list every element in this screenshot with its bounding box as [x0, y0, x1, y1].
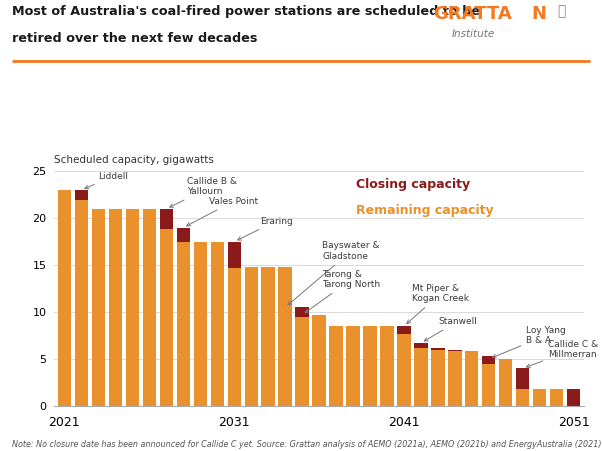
Text: retired over the next few decades: retired over the next few decades: [12, 32, 258, 45]
Bar: [397, 334, 411, 406]
Bar: [176, 228, 190, 242]
Text: Institute: Institute: [452, 29, 495, 39]
Bar: [482, 356, 495, 364]
Bar: [448, 350, 462, 351]
Bar: [160, 229, 173, 406]
Bar: [244, 267, 258, 406]
Bar: [228, 242, 241, 268]
Bar: [126, 209, 139, 406]
Bar: [346, 326, 359, 406]
Bar: [296, 308, 309, 317]
Text: Callide C &
Millmerran: Callide C & Millmerran: [526, 340, 598, 368]
Bar: [533, 389, 547, 406]
Text: GRATTA: GRATTA: [433, 5, 512, 23]
Bar: [465, 351, 479, 406]
Text: Remaining capacity: Remaining capacity: [356, 204, 494, 217]
Text: N: N: [531, 5, 546, 23]
Bar: [431, 348, 444, 350]
Text: Eraring: Eraring: [238, 216, 293, 240]
Bar: [194, 242, 207, 406]
Text: Vales Point: Vales Point: [187, 197, 258, 226]
Text: Mt Piper &
Kogan Creek: Mt Piper & Kogan Creek: [407, 284, 470, 324]
Bar: [143, 209, 156, 406]
Bar: [75, 199, 88, 406]
Bar: [397, 326, 411, 334]
Bar: [160, 209, 173, 229]
Bar: [75, 190, 88, 199]
Bar: [482, 364, 495, 406]
Bar: [279, 267, 292, 406]
Bar: [567, 389, 580, 406]
Bar: [448, 351, 462, 406]
Bar: [550, 389, 563, 406]
Bar: [516, 389, 529, 406]
Bar: [176, 242, 190, 406]
Bar: [380, 326, 394, 406]
Bar: [211, 242, 224, 406]
Bar: [516, 368, 529, 389]
Bar: [312, 315, 326, 406]
Bar: [228, 268, 241, 406]
Bar: [414, 343, 427, 348]
Bar: [261, 267, 275, 406]
Bar: [329, 326, 343, 406]
Text: Loy Yang
B & A: Loy Yang B & A: [492, 326, 566, 358]
Text: Bayswater &
Gladstone: Bayswater & Gladstone: [288, 241, 380, 305]
Text: Callide B &
Yallourn: Callide B & Yallourn: [170, 177, 237, 207]
Bar: [109, 209, 122, 406]
Bar: [364, 326, 377, 406]
Bar: [296, 317, 309, 406]
Text: Most of Australia's coal-fired power stations are scheduled to be: Most of Australia's coal-fired power sta…: [12, 5, 480, 18]
Text: Tarong &
Tarong North: Tarong & Tarong North: [305, 270, 380, 313]
Bar: [431, 350, 444, 406]
Text: Note: No closure date has been announced for Callide C yet. Source: Grattan anal: Note: No closure date has been announced…: [12, 440, 602, 449]
Text: Liddell: Liddell: [85, 171, 128, 189]
Text: Closing capacity: Closing capacity: [356, 179, 470, 191]
Bar: [499, 359, 512, 406]
Text: Stanwell: Stanwell: [424, 317, 477, 341]
Bar: [92, 209, 105, 406]
Text: Scheduled capacity, gigawatts: Scheduled capacity, gigawatts: [54, 155, 214, 165]
Bar: [414, 348, 427, 406]
Bar: [58, 190, 71, 406]
Text: ⌕: ⌕: [557, 5, 565, 18]
